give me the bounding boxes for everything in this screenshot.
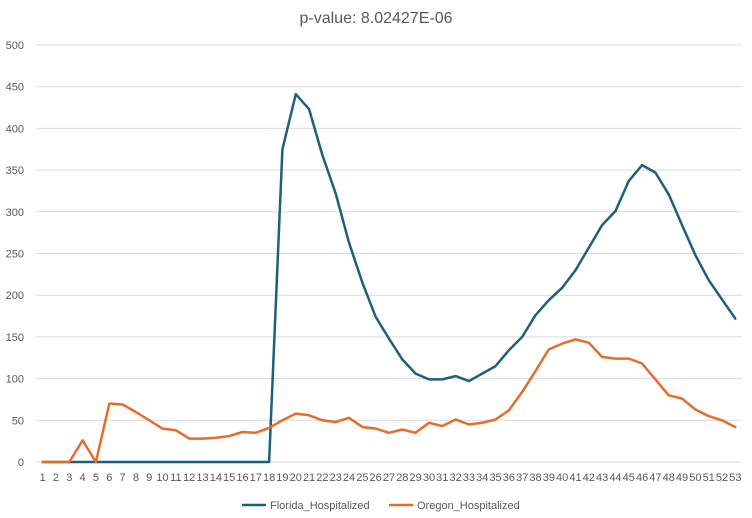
- y-tick-label: 250: [6, 249, 24, 261]
- y-tick-label: 50: [12, 415, 24, 427]
- x-tick-label: 17: [250, 472, 262, 484]
- x-tick-label: 21: [303, 472, 315, 484]
- x-tick-label: 31: [436, 472, 448, 484]
- legend-label: Oregon_Hospitalized: [417, 500, 520, 512]
- y-tick-label: 300: [6, 207, 24, 219]
- x-tick-label: 43: [596, 472, 608, 484]
- y-tick-label: 450: [6, 82, 24, 94]
- x-tick-label: 9: [146, 472, 152, 484]
- x-tick-label: 35: [489, 472, 501, 484]
- x-tick-label: 14: [210, 472, 222, 484]
- x-tick-label: 42: [583, 472, 595, 484]
- y-tick-label: 0: [18, 457, 24, 469]
- x-tick-label: 51: [703, 472, 715, 484]
- x-tick-label: 13: [196, 472, 208, 484]
- y-tick-label: 100: [6, 374, 24, 386]
- x-tick-label: 33: [463, 472, 475, 484]
- x-tick-label: 24: [343, 472, 355, 484]
- y-tick-label: 200: [6, 290, 24, 302]
- gridlines: [36, 44, 742, 463]
- y-tick-label: 150: [6, 332, 24, 344]
- x-tick-label: 2: [53, 472, 59, 484]
- legend-label: Florida_Hospitalized: [270, 500, 370, 512]
- x-tick-label: 36: [503, 472, 515, 484]
- x-tick-label: 53: [729, 472, 741, 484]
- series-lines: [41, 92, 737, 464]
- x-tick-label: 32: [449, 472, 461, 484]
- x-tick-label: 5: [93, 472, 99, 484]
- x-axis-tick-labels: 1 2 3 4 5 6 7 8 9 10 11 12 13 14 15 16 17 18 19 20 21 22 23 24 2…: [40, 472, 742, 484]
- x-tick-label: 52: [716, 472, 728, 484]
- x-tick-label: 25: [356, 472, 368, 484]
- x-tick-label: 34: [476, 472, 488, 484]
- legend: Florida_Hospitalized Oregon_Hospitalized: [242, 500, 520, 512]
- x-tick-label: 12: [183, 472, 195, 484]
- x-tick-label: 8: [133, 472, 139, 484]
- x-tick-label: 3: [66, 472, 72, 484]
- x-tick-label: 6: [106, 472, 112, 484]
- x-tick-label: 41: [569, 472, 581, 484]
- x-tick-label: 22: [316, 472, 328, 484]
- x-tick-label: 4: [80, 472, 86, 484]
- x-tick-label: 28: [396, 472, 408, 484]
- x-tick-label: 47: [649, 472, 661, 484]
- x-tick-label: 48: [663, 472, 675, 484]
- y-tick-label: 500: [6, 40, 24, 52]
- x-tick-label: 7: [120, 472, 126, 484]
- x-tick-label: 23: [330, 472, 342, 484]
- x-tick-label: 10: [156, 472, 168, 484]
- x-tick-label: 1: [40, 472, 46, 484]
- x-tick-label: 20: [290, 472, 302, 484]
- x-tick-label: 38: [529, 472, 541, 484]
- x-tick-label: 18: [263, 472, 275, 484]
- x-tick-label: 46: [636, 472, 648, 484]
- x-tick-label: 45: [623, 472, 635, 484]
- x-tick-label: 15: [223, 472, 235, 484]
- chart-title: p-value: 8.02427E-06: [300, 10, 453, 27]
- x-tick-label: 37: [516, 472, 528, 484]
- x-tick-label: 16: [236, 472, 248, 484]
- x-tick-label: 11: [170, 472, 181, 484]
- x-tick-label: 26: [370, 472, 382, 484]
- y-tick-label: 350: [6, 165, 24, 177]
- y-tick-label: 400: [6, 123, 24, 135]
- y-axis-tick-labels: 0 50 100 150 200 250 300 350 400 450 500: [6, 40, 24, 469]
- series-line-oregon-hospitalized: [41, 338, 737, 464]
- x-tick-label: 30: [423, 472, 435, 484]
- x-tick-label: 29: [410, 472, 422, 484]
- x-tick-label: 39: [543, 472, 555, 484]
- x-tick-label: 44: [609, 472, 621, 484]
- x-tick-label: 27: [383, 472, 395, 484]
- x-tick-label: 19: [276, 472, 288, 484]
- series-line-florida-hospitalized: [41, 92, 737, 464]
- x-tick-label: 40: [556, 472, 568, 484]
- x-tick-label: 50: [689, 472, 701, 484]
- x-tick-label: 49: [676, 472, 688, 484]
